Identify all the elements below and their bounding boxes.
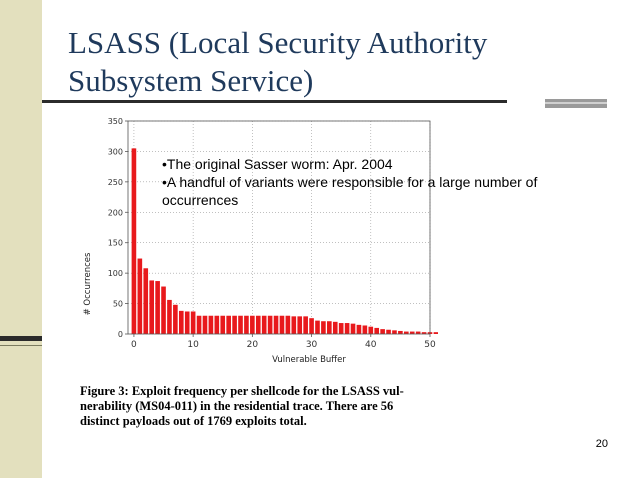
x-tick-label: 30	[306, 340, 318, 350]
y-tick-label: 150	[108, 239, 123, 248]
bar	[155, 281, 160, 334]
axis-layer: 0 50 100 150 200 250 300 350 0 10 20 30 40 50	[108, 117, 436, 350]
bar	[196, 315, 202, 334]
slide-title: LSASS (Local Security Authority Subsyste…	[68, 24, 608, 100]
bar	[332, 321, 338, 334]
y-tick-label: 300	[108, 147, 123, 156]
bar	[149, 280, 154, 334]
title-rule-left	[42, 100, 507, 103]
bar	[285, 315, 291, 334]
y-tick-label: 250	[108, 178, 123, 187]
y-tick-label: 200	[108, 208, 123, 217]
bar	[409, 331, 415, 334]
bar	[350, 323, 356, 334]
x-tick-label: 0	[131, 340, 137, 350]
bar	[255, 315, 261, 334]
bar	[315, 320, 320, 334]
bar	[273, 315, 279, 334]
plot-frame	[127, 120, 431, 335]
bar	[398, 330, 403, 334]
bar	[167, 299, 172, 334]
y-tick-label: 350	[108, 117, 123, 126]
bar	[404, 331, 409, 334]
title-rule-right-highlight	[545, 102, 607, 104]
bullet-list: •The original Sasser worm: Apr. 2004 •A …	[162, 155, 602, 209]
bar	[392, 330, 397, 334]
figure: 0 50 100 150 200 250 300 350 0 10 20 30 40 50 # Occur…	[78, 112, 438, 430]
bar	[184, 311, 190, 334]
y-tick-label: 100	[108, 269, 123, 278]
title-line-2: Subsystem Service)	[68, 63, 314, 98]
page-number: 20	[595, 438, 608, 450]
bar	[279, 315, 285, 334]
bar	[356, 324, 362, 334]
bar	[173, 304, 178, 334]
bar	[232, 315, 237, 334]
y-tick-label: 0	[118, 330, 123, 339]
x-tick-label: 40	[365, 340, 377, 350]
bar	[309, 318, 314, 334]
title-line-1: LSASS (Local Security Authority	[68, 25, 488, 60]
bar	[131, 148, 137, 334]
bar	[386, 329, 391, 334]
bar	[178, 310, 184, 334]
bar	[433, 332, 438, 334]
bar-layer	[131, 148, 438, 334]
sidebar-divider	[0, 336, 42, 341]
grid-layer	[128, 120, 431, 335]
bar	[238, 315, 243, 334]
caption-line-3: distinct payloads out of 1769 exploits t…	[80, 414, 307, 428]
sidebar-band	[0, 0, 42, 478]
x-tick-label: 50	[424, 340, 436, 350]
bar	[321, 321, 326, 334]
bar	[250, 315, 255, 334]
x-axis-label: Vulnerable Buffer	[272, 355, 346, 365]
caption-line-2: nerability (MS04-011) in the residential…	[80, 399, 394, 413]
bar	[368, 326, 374, 334]
y-axis-label: # Occurrences	[83, 252, 93, 315]
bar	[143, 268, 149, 334]
x-tick-label: 20	[247, 340, 259, 350]
bar	[344, 323, 350, 334]
bar	[161, 286, 166, 334]
x-tick-label: 10	[187, 340, 199, 350]
bar	[190, 311, 196, 334]
caption-line-1: Figure 3: Exploit frequency per shellcod…	[80, 384, 404, 398]
bullet-item-2: •A handful of variants were responsible …	[162, 174, 538, 190]
y-tick-label: 50	[113, 300, 123, 309]
bar	[327, 321, 332, 334]
bar	[338, 323, 344, 334]
bar	[202, 315, 208, 334]
bar	[374, 327, 380, 334]
bullet-item-2-continuation: occurrences	[162, 192, 239, 208]
bar	[421, 332, 427, 334]
bar	[261, 315, 267, 334]
bar	[380, 329, 385, 334]
bar	[220, 315, 226, 334]
bar	[267, 315, 273, 334]
bar	[297, 316, 303, 334]
bar	[303, 316, 308, 334]
bar	[137, 258, 143, 334]
bar	[214, 315, 220, 334]
figure-caption: Figure 3: Exploit frequency per shellcod…	[80, 384, 438, 429]
bar	[208, 315, 214, 334]
bullet-item-1: •The original Sasser worm: Apr. 2004	[162, 156, 393, 172]
bar	[291, 316, 297, 334]
bar-chart: 0 50 100 150 200 250 300 350 0 10 20 30 40 50 # Occur…	[83, 117, 438, 365]
bar	[415, 331, 421, 334]
sidebar-divider-thin	[0, 345, 42, 346]
bar	[244, 315, 249, 334]
bar	[362, 325, 368, 334]
bar	[226, 315, 231, 334]
